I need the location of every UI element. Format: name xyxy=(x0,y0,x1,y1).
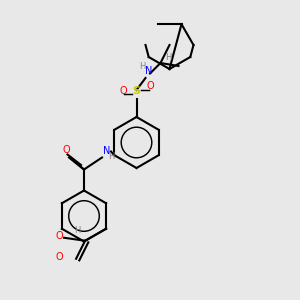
Text: O: O xyxy=(62,145,70,155)
Text: O: O xyxy=(146,80,154,91)
Text: N: N xyxy=(145,65,152,76)
Text: H: H xyxy=(139,62,146,71)
Text: S: S xyxy=(133,86,140,97)
Text: H: H xyxy=(165,53,171,62)
Text: H: H xyxy=(108,152,114,161)
Text: H: H xyxy=(74,226,81,235)
Text: O: O xyxy=(56,252,63,262)
Text: O: O xyxy=(56,231,63,241)
Text: O: O xyxy=(119,86,127,97)
Text: N: N xyxy=(103,146,110,157)
